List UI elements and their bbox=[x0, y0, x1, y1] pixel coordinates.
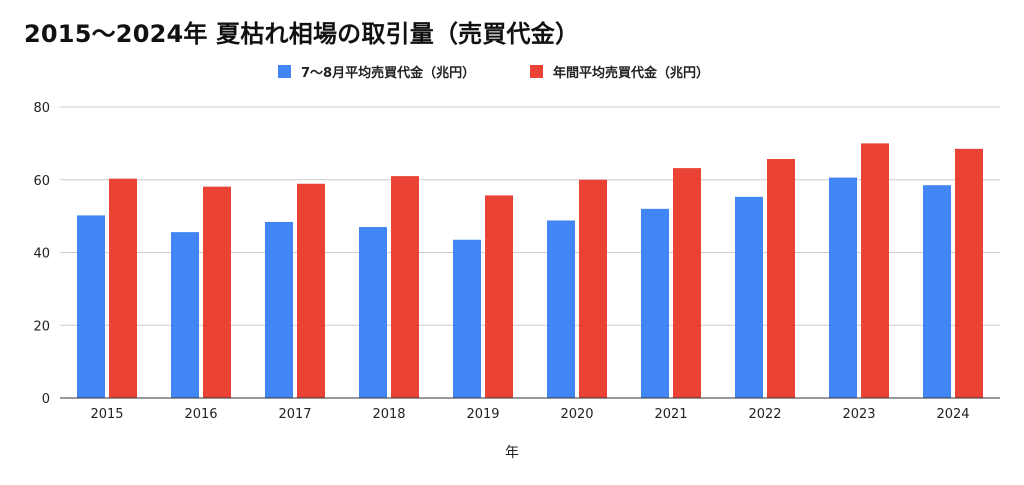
bar-series-2-2021 bbox=[673, 168, 701, 398]
bar-series-2-2018 bbox=[391, 176, 419, 398]
x-tick-label: 2019 bbox=[466, 407, 499, 422]
chart-title: 2015〜2024年 夏枯れ相場の取引量（売買代金） bbox=[24, 20, 580, 48]
legend-item-series-1: 7〜8月平均売買代金（兆円） bbox=[278, 62, 475, 81]
bar-series-1-2022 bbox=[735, 196, 763, 398]
bar-series-1-2018 bbox=[359, 227, 387, 398]
legend-label-series-2: 年間平均売買代金（兆円） bbox=[553, 66, 710, 81]
y-tick-label: 20 bbox=[33, 319, 50, 334]
bar-series-1-2023 bbox=[829, 177, 857, 398]
axis-layer: 0 20 40 60 80 2015 2016 2017 2018 2019 2020 2021 202… bbox=[33, 101, 1000, 422]
x-tick-label: 2023 bbox=[842, 407, 875, 422]
legend-label-series-1: 7〜8月平均売買代金（兆円） bbox=[301, 66, 476, 81]
bar-series-2-2015 bbox=[109, 178, 137, 398]
bar-series-2-2022 bbox=[767, 159, 795, 398]
bar-series-2-2016 bbox=[203, 186, 231, 398]
x-tick-label: 2016 bbox=[184, 407, 217, 422]
y-tick-label: 0 bbox=[42, 392, 50, 407]
legend: 7〜8月平均売買代金（兆円） 年間平均売買代金（兆円） bbox=[0, 62, 1024, 86]
bar-series-2-2017 bbox=[297, 183, 325, 398]
bar-series-2-2020 bbox=[579, 179, 607, 398]
x-tick-label: 2017 bbox=[278, 407, 311, 422]
y-tick-label: 60 bbox=[33, 174, 50, 189]
bar-series-1-2024 bbox=[923, 185, 951, 398]
x-tick-label: 2015 bbox=[90, 407, 123, 422]
bar-series-1-2020 bbox=[547, 220, 575, 398]
bar-series-1-2021 bbox=[641, 208, 669, 398]
y-tick-label: 80 bbox=[33, 101, 50, 116]
x-tick-label: 2021 bbox=[654, 407, 687, 422]
x-tick-label: 2024 bbox=[936, 407, 969, 422]
bar-series-1-2015 bbox=[77, 215, 105, 398]
bar-series-2-2019 bbox=[485, 195, 513, 398]
bar-series-2-2024 bbox=[955, 148, 983, 398]
legend-swatch-series-1 bbox=[278, 65, 291, 78]
y-tick-label: 40 bbox=[33, 247, 50, 262]
x-axis-title: 年 bbox=[505, 445, 519, 461]
legend-swatch-series-2 bbox=[530, 65, 543, 78]
grid-layer bbox=[60, 106, 1000, 326]
bars-layer bbox=[77, 143, 983, 398]
bar-series-1-2019 bbox=[453, 239, 481, 398]
bar-series-1-2017 bbox=[265, 221, 293, 398]
x-tick-label: 2018 bbox=[372, 407, 405, 422]
x-tick-label: 2020 bbox=[560, 407, 593, 422]
legend-item-series-2: 年間平均売買代金（兆円） bbox=[530, 62, 709, 81]
bar-series-1-2016 bbox=[171, 232, 199, 398]
bar-series-2-2023 bbox=[861, 143, 889, 398]
x-tick-label: 2022 bbox=[748, 407, 781, 422]
